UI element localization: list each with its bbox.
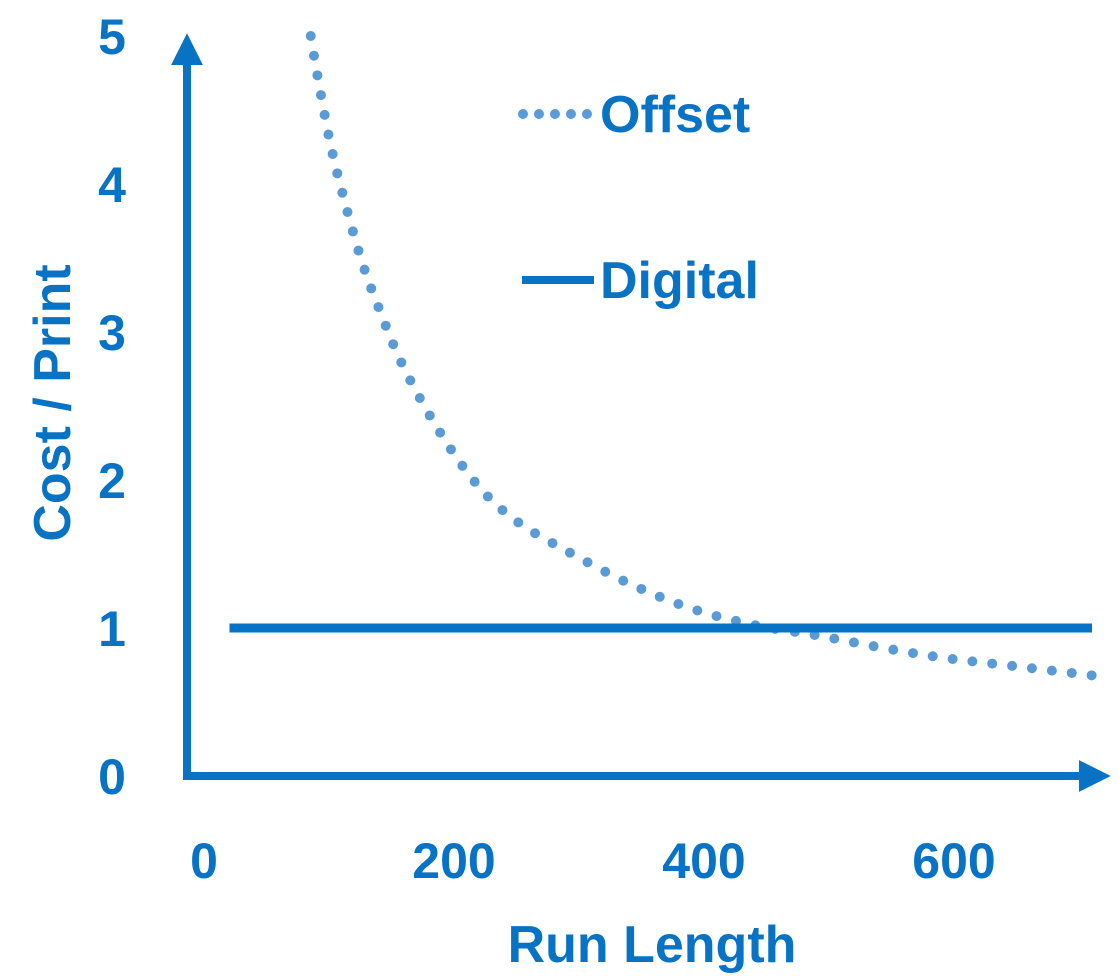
legend-item-digital: Digital [522, 252, 759, 310]
x-tick-label: 600 [912, 833, 995, 889]
legend-label-offset: Offset [600, 86, 750, 144]
x-tick-label: 400 [662, 833, 745, 889]
y-tick-label: 0 [98, 749, 126, 805]
y-tick-label: 3 [98, 305, 126, 361]
x-axis-title: Run Length [508, 916, 797, 974]
x-tick-labels: 0 200 400 600 [190, 833, 996, 889]
y-tick-labels: 0 1 2 3 4 5 [98, 9, 126, 805]
y-tick-label: 1 [98, 601, 126, 657]
legend-label-digital: Digital [600, 252, 759, 310]
x-tick-label: 0 [190, 833, 218, 889]
series-layer [229, 31, 1097, 681]
x-tick-label: 200 [412, 833, 495, 889]
y-tick-label: 4 [98, 157, 126, 213]
legend-item-offset: Offset [518, 86, 750, 144]
y-axis-title: Cost / Print [24, 264, 82, 541]
y-tick-label: 5 [98, 9, 126, 65]
legend: Offset Digital [518, 86, 759, 310]
y-tick-label: 2 [98, 453, 126, 509]
series-line-offset [305, 31, 1097, 681]
